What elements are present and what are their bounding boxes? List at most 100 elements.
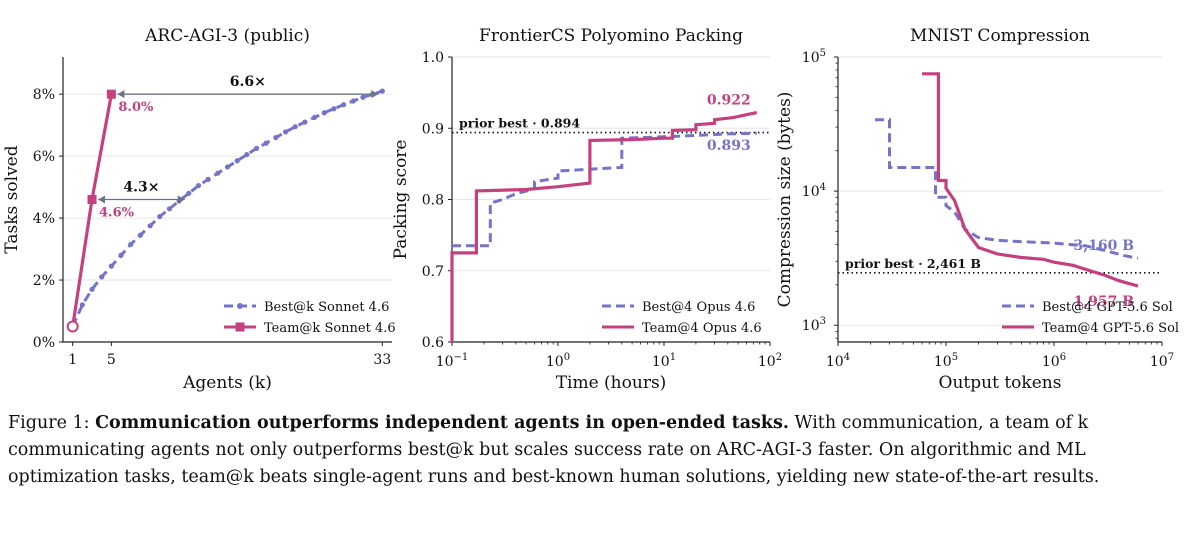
series-line-2	[922, 72, 1139, 288]
x-tick-label: 1	[68, 352, 77, 368]
x-tick-label: 101	[652, 352, 676, 370]
data-point	[106, 89, 116, 99]
data-point	[360, 94, 366, 100]
data-point	[273, 134, 279, 141]
x-tick-label: 106	[1042, 352, 1066, 370]
legend-label: Team@k Sonnet 4.6	[264, 321, 396, 336]
data-point	[99, 274, 105, 280]
figure: ARC-AGI-3 (public) 0% 2% 4% 6% 8% 1 5 33 Agents (…	[2, 26, 1179, 393]
data-point	[350, 98, 356, 104]
x-axis-label: Time (hours)	[556, 373, 667, 393]
data-point	[195, 182, 202, 189]
legend-label: Best@k Sonnet 4.6	[264, 300, 389, 315]
chart-title: ARC-AGI-3 (public)	[144, 26, 310, 46]
caption-title: Communication outperforms independent ag…	[95, 413, 789, 433]
y-tick-label: 6%	[33, 149, 55, 165]
value-label: 1,957 B	[1073, 294, 1134, 310]
legend-label: Best@4 Opus 4.6	[642, 300, 755, 315]
value-label: 8.0%	[118, 100, 154, 115]
value-label: 3,160 B	[1073, 238, 1134, 254]
data-point	[253, 145, 260, 151]
y-tick-label: 4%	[33, 211, 55, 227]
data-point	[224, 164, 231, 170]
data-point	[263, 140, 269, 146]
chart-title: MNIST Compression	[910, 26, 1090, 46]
y-tick-label: 0%	[33, 335, 55, 351]
caption-label: Figure 1:	[8, 413, 96, 433]
data-point	[244, 151, 250, 158]
x-tick-label: 33	[373, 352, 391, 368]
figure-caption: Figure 1: Communication outperforms inde…	[8, 410, 1188, 491]
data-point	[89, 286, 95, 292]
legend-label: Team@4 Opus 4.6	[642, 321, 762, 336]
data-point	[118, 252, 124, 258]
value-label: 0.893	[707, 138, 751, 154]
data-point	[341, 102, 347, 108]
arrow-head	[177, 195, 185, 204]
y-tick-label: 105	[802, 48, 826, 66]
y-tick-label: 0.8	[422, 193, 444, 209]
legend-label: Team@4 GPT-5.6 Sol	[1042, 321, 1179, 336]
arrow-head	[98, 195, 106, 204]
x-tick-label: 102	[758, 352, 782, 370]
data-point	[379, 88, 385, 94]
chart-title: FrontierCS Polyomino Packing	[479, 26, 743, 46]
data-point	[87, 195, 97, 204]
reference-line-label: prior best · 2,461 B	[845, 256, 981, 271]
series-line-2	[450, 111, 758, 342]
data-point	[157, 213, 163, 220]
data-point	[79, 302, 85, 308]
data-point	[166, 206, 173, 212]
data-point	[302, 119, 308, 125]
reference-line-label: prior best · 0.894	[459, 116, 580, 131]
x-tick-label: 105	[934, 352, 958, 370]
arrow-head	[371, 90, 379, 99]
data-point	[186, 190, 192, 196]
value-label: 0.922	[707, 93, 751, 109]
data-point	[234, 158, 240, 164]
value-label: 4.6%	[99, 206, 135, 221]
data-point	[108, 263, 114, 269]
y-tick-label: 1.0	[422, 50, 444, 66]
legend: Best@4 GPT-5.6 Sol Team@4 GPT-5.6 Sol	[1002, 300, 1179, 336]
x-tick-label: 107	[1150, 352, 1174, 370]
caption-text: With communication, a team of k communic…	[8, 413, 1100, 487]
series-line-1	[452, 131, 757, 248]
legend-label: Best@4 GPT-5.6 Sol	[1042, 300, 1173, 315]
x-tick-label: 100	[546, 352, 570, 370]
data-point	[292, 124, 298, 130]
data-point	[311, 114, 318, 121]
y-tick-label: 0.6	[422, 335, 444, 351]
y-axis-label: Tasks solved	[2, 145, 22, 253]
y-axis-label: Compression size (bytes)	[775, 92, 795, 308]
legend-marker	[237, 303, 243, 309]
speedup-label: 6.6×	[230, 74, 266, 90]
y-axis-label: Packing score	[391, 140, 411, 260]
data-point	[137, 232, 144, 238]
speedup-label: 4.3×	[123, 180, 159, 196]
x-tick-label: 104	[826, 352, 850, 370]
data-point	[147, 223, 153, 229]
x-tick-label: 5	[107, 352, 116, 368]
x-axis-label: Output tokens	[939, 373, 1062, 393]
x-axis-label: Agents (k)	[182, 373, 272, 393]
data-point	[205, 176, 211, 182]
arrow-head	[117, 90, 125, 99]
chart-panel-1: ARC-AGI-3 (public) 0% 2% 4% 6% 8% 1 5 33 Agents (…	[2, 26, 396, 393]
x-tick-label: 10−1	[436, 352, 469, 370]
y-tick-label: 2%	[33, 273, 55, 289]
data-point	[321, 110, 327, 116]
legend: Best@k Sonnet 4.6 Team@k Sonnet 4.6	[224, 300, 396, 336]
start-point	[66, 320, 79, 333]
y-tick-label: 103	[802, 316, 826, 334]
legend: Best@4 Opus 4.6 Team@4 Opus 4.6	[602, 300, 762, 336]
y-tick-label: 0.7	[422, 264, 444, 280]
y-tick-label: 8%	[33, 87, 55, 103]
data-point	[331, 106, 337, 112]
legend-marker	[235, 322, 245, 332]
y-tick-label: 0.9	[422, 121, 444, 137]
data-point	[128, 241, 134, 248]
chart-panel-2: FrontierCS Polyomino Packing 0.6 0.7 0.8 0.9…	[391, 26, 782, 393]
data-point	[282, 129, 289, 135]
